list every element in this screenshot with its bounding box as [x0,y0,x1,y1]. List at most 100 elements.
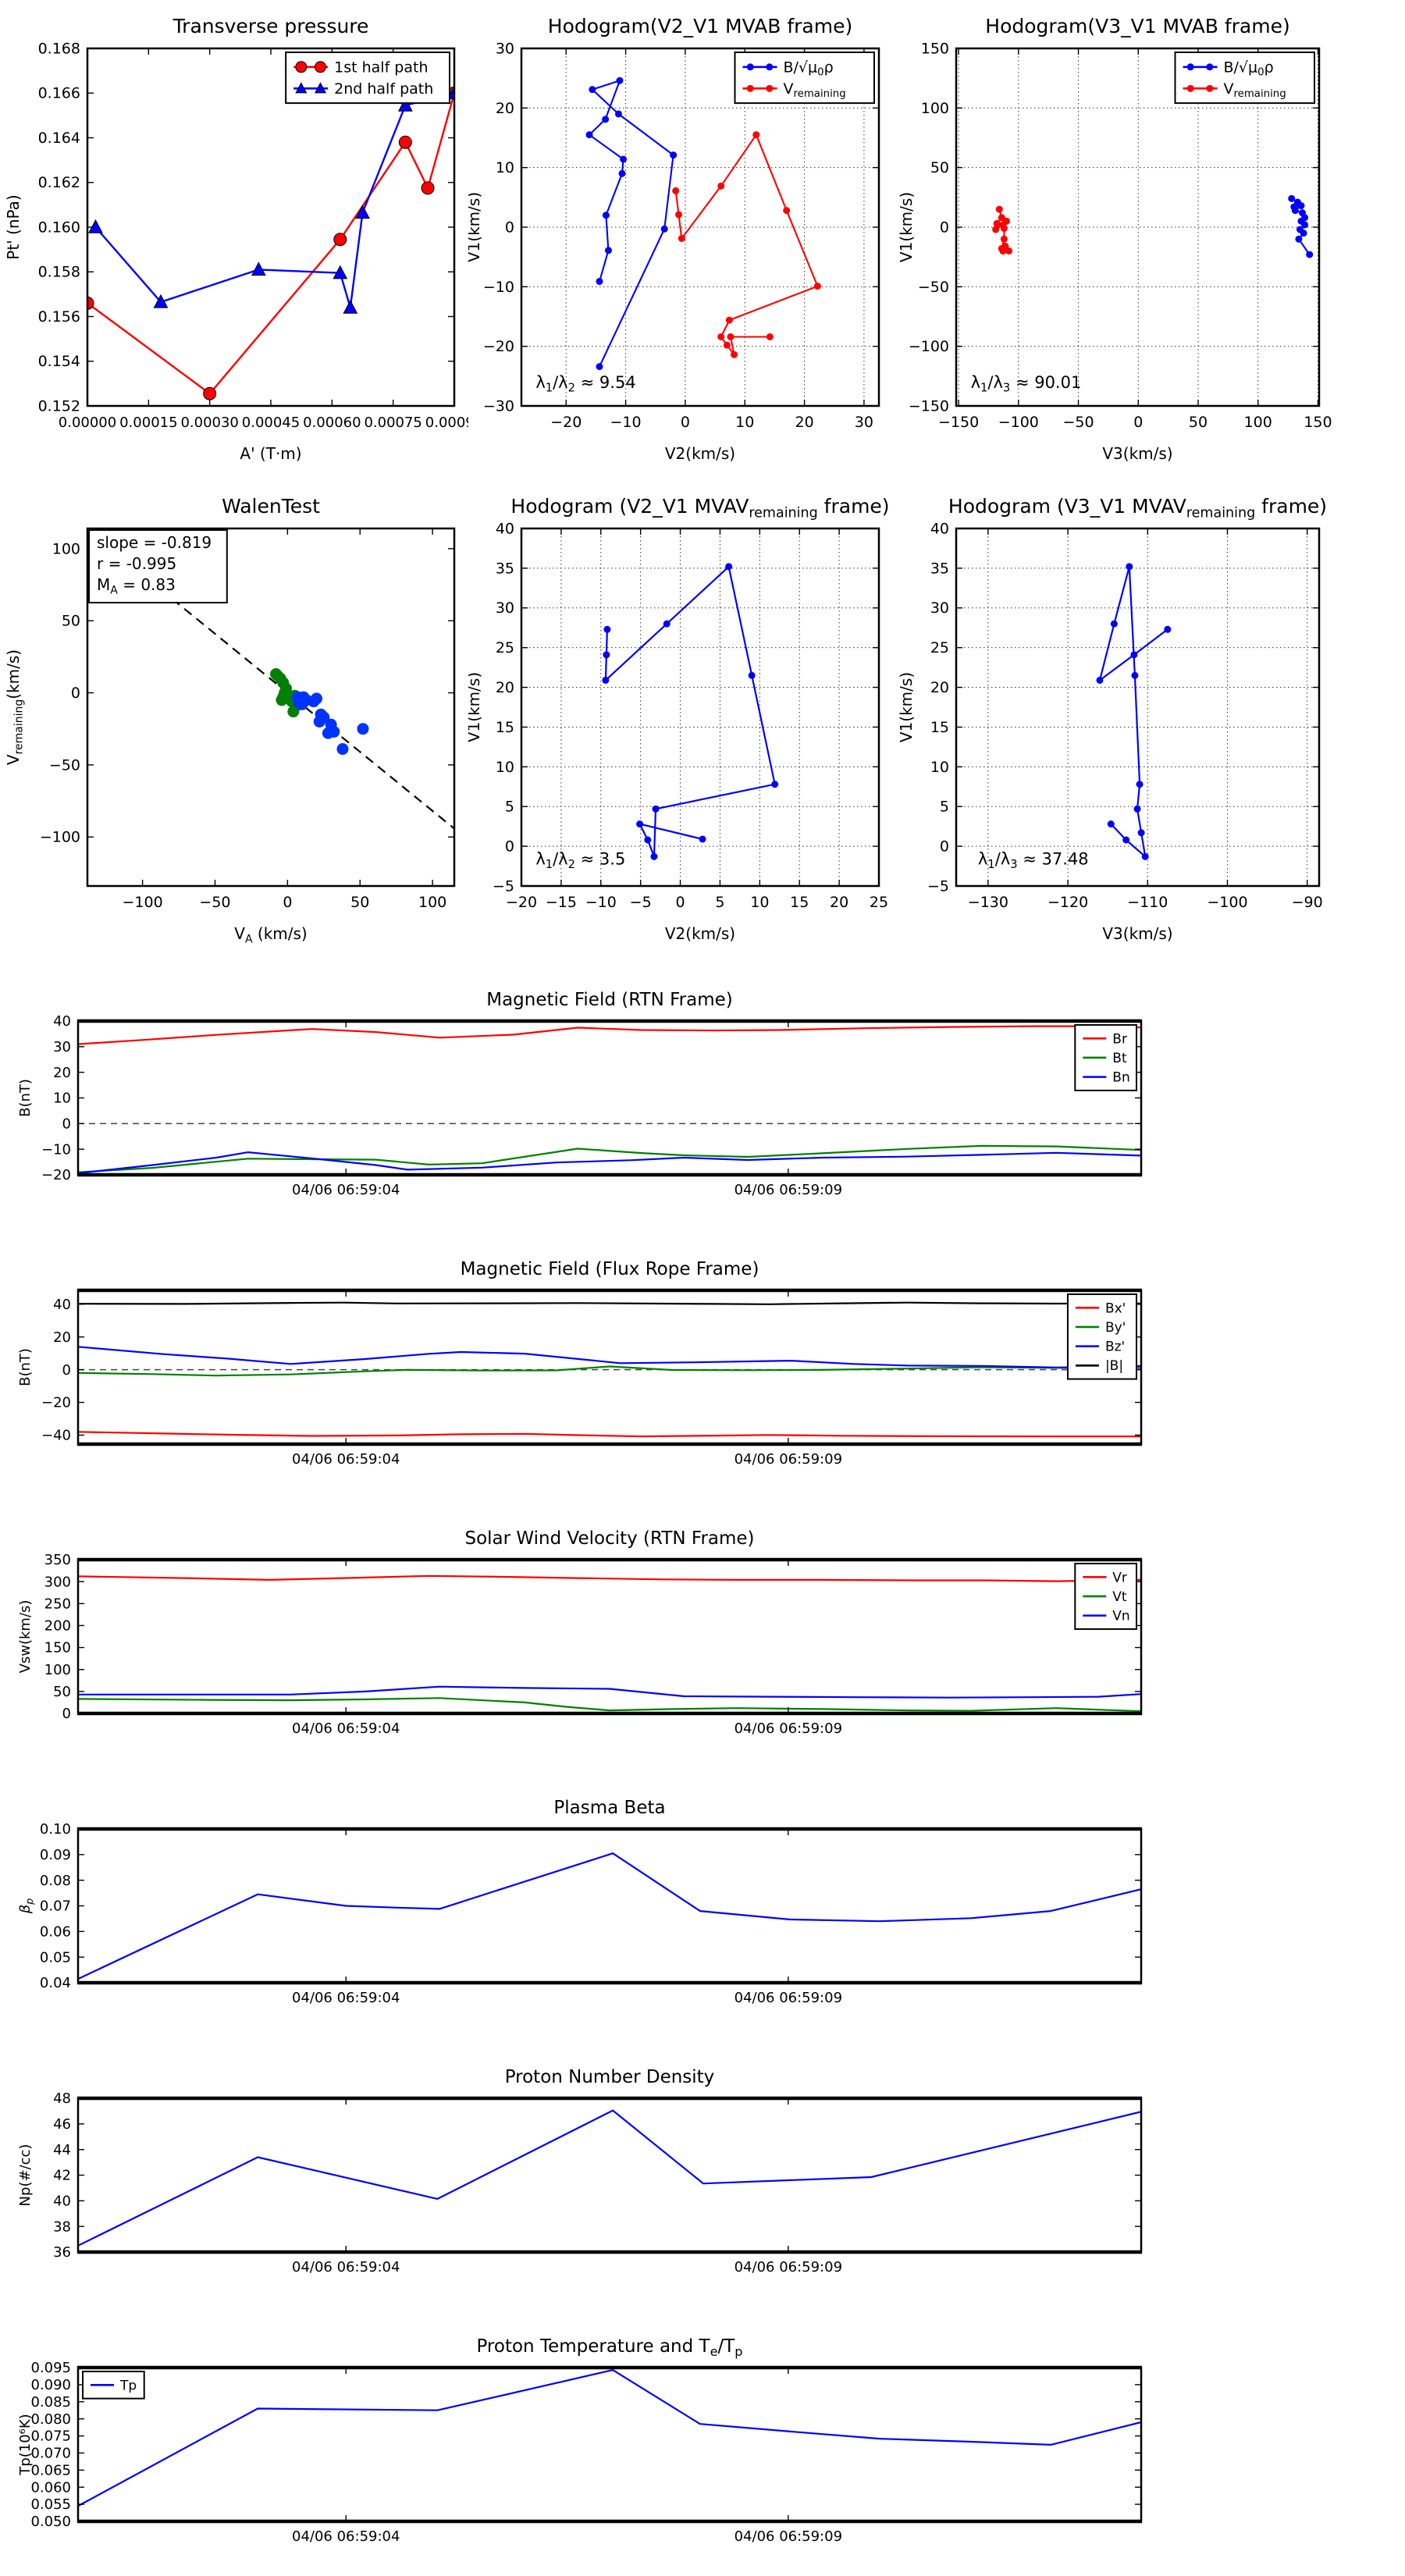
legend-label: Vr [1112,1570,1127,1585]
series-2nd half path [88,85,454,314]
y-tick-label: 20 [53,1065,71,1081]
y-tick-label: 0.156 [38,308,80,326]
y-axis-label: V1(km/s) [468,672,483,742]
legend-entry-|B|: |B| [1075,1358,1123,1374]
annotation: λ1/λ2 ≈ 3.5 [535,850,625,872]
legend-entry-By': By' [1075,1320,1126,1336]
y-tick-label: 0 [62,1115,71,1132]
legend: Br Bt Bn [1074,1024,1138,1091]
panel-title: Proton Temperature and Te/Tp [476,2336,742,2359]
x-axis-label: V3(km/s) [1102,444,1172,463]
y-tick-label: 0 [505,838,514,856]
x-tick-label: 0 [1133,414,1143,431]
x-tick-label: 04/06 06:59:09 [735,1182,842,1198]
legend: Tp [82,2371,145,2400]
tick-marks [78,1828,1141,1984]
y-tick-label: 0.055 [30,2496,71,2513]
x-tick-label: 04/06 06:59:04 [292,1451,400,1468]
series-group [78,1852,1141,1980]
series-group [602,563,779,860]
y-tick-label: 20 [53,1329,71,1346]
y-tick-label: 0.065 [30,2462,71,2478]
y-tick-label: 10 [496,159,514,176]
panel-walen-test: −100 −50 0 50 100 −100 −50 0 50 100 WalenTest VA (k… [0,480,468,960]
chart-mag-rtn: 04/06 06:59:04 04/06 06:59:09 −20 −10 0 10 20 3… [17,990,1143,1198]
x-tick-label: −10 [585,894,617,911]
y-tick-label: 0.08 [40,1873,71,1889]
y-tick-label: −5 [927,877,949,895]
y-tick-label: 46 [53,2116,71,2133]
y-axis-label: B(nT) [17,1079,34,1117]
legend-label: Bn [1112,1070,1129,1086]
y-tick-label: 20 [496,100,514,117]
series-|B| [78,1301,1141,1305]
annotation: λ1/λ3 ≈ 37.48 [978,850,1089,872]
legend-entry-Bx': Bx' [1075,1300,1126,1316]
legend-label: B/√μ0ρ [1224,59,1274,78]
panel-title: Solar Wind Velocity (RTN Frame) [464,1528,754,1549]
y-tick-label: 35 [930,560,949,577]
y-tick-label: −30 [483,397,514,415]
x-tick-label: 04/06 06:59:04 [292,1990,400,2006]
y-tick-label: 300 [44,1574,71,1590]
series-Bt [78,1144,1141,1173]
x-tick-label: 0.00075 [364,415,422,431]
legend-label: Vremaining [1224,80,1286,100]
panel-hodogram-v3v1-mvab: −150 −100 −50 0 50 100 150 −150 −100 −50 0 50 100 150… [898,0,1405,480]
legend-entry-Vt: Vt [1083,1589,1127,1605]
x-axis-label: VA (km/s) [234,924,307,945]
series-group [78,1025,1141,1175]
x-tick-label: −10 [610,414,642,431]
x-tick-label: 04/06 06:59:04 [292,2528,400,2545]
panel-title: WalenTest [222,495,320,518]
series-B-scaled [585,76,678,371]
x-tick-label: 5 [715,894,724,911]
x-tick-label: 04/06 06:59:09 [735,2528,842,2545]
y-tick-label: 20 [930,679,949,696]
x-tick-label: −20 [506,894,537,911]
y-tick-label: 150 [921,40,949,57]
x-tick-label: 30 [855,414,873,431]
x-tick-label: 04/06 06:59:09 [735,2259,842,2275]
chart-hodogram-v3v1-mvav: −130 −120 −110 −100 −90 −5 0 5 10 15 20 25 30 35 40Hod… [898,495,1327,943]
y-tick-label: 0.06 [40,1923,71,1940]
x-tick-label: −20 [550,414,582,431]
y-axis-label: V1(km/s) [898,192,916,262]
y-tick-label: 36 [53,2244,71,2261]
y-tick-label: 35 [496,560,514,577]
x-axis-label: V3(km/s) [1102,924,1172,943]
y-tick-label: 30 [496,600,514,617]
legend-label: By' [1105,1320,1126,1336]
legend-entry-1st half path: 1st half path [293,59,429,76]
series-V-hodogram [602,563,779,860]
y-tick-label: −50 [918,279,949,296]
series-group [78,1301,1141,1438]
x-tick-label: 0 [283,894,292,911]
panel-hodogram-v2v1-mvav: −20 −15 −10 −5 0 5 10 15 20 25 −5 0 5 10 15 20 25 30 35 40 H… [468,480,898,960]
y-tick-label: 40 [53,1013,71,1030]
x-tick-label: 0.00015 [119,415,177,431]
y-tick-label: 10 [930,759,949,776]
panel-mag-rtn: 04/06 06:59:04 04/06 06:59:09 −20 −10 0 10 20 3… [0,960,1405,1229]
panel-title: Magnetic Field (RTN Frame) [486,990,733,1010]
y-tick-label: −100 [909,338,949,355]
tick-marks [87,48,455,407]
x-tick-label: 25 [870,894,888,911]
x-tick-label: 0 [681,414,690,431]
legend-entry-Bn: Bn [1083,1070,1130,1086]
x-tick-label: −100 [1207,894,1247,911]
x-tick-label: 04/06 06:59:09 [735,1720,842,1737]
y-tick-label: 30 [53,1039,71,1055]
annotation: λ1/λ3 ≈ 90.01 [971,373,1082,395]
y-tick-label: 5 [505,799,514,816]
x-tick-label: −150 [938,414,979,431]
y-tick-label: 0 [505,219,514,236]
stats-line: MA = 0.83 [97,575,176,596]
x-tick-label: 04/06 06:59:04 [292,1182,400,1198]
y-axis-label: Tp(10⁶K) [17,2414,34,2475]
x-tick-label: 10 [750,894,769,911]
legend-entry-Br: Br [1083,1031,1127,1047]
tick-marks [521,528,880,887]
panel-title: Hodogram (V2_V1 MVAVremaining frame) [510,495,889,521]
y-tick-label: 0.168 [38,40,80,57]
